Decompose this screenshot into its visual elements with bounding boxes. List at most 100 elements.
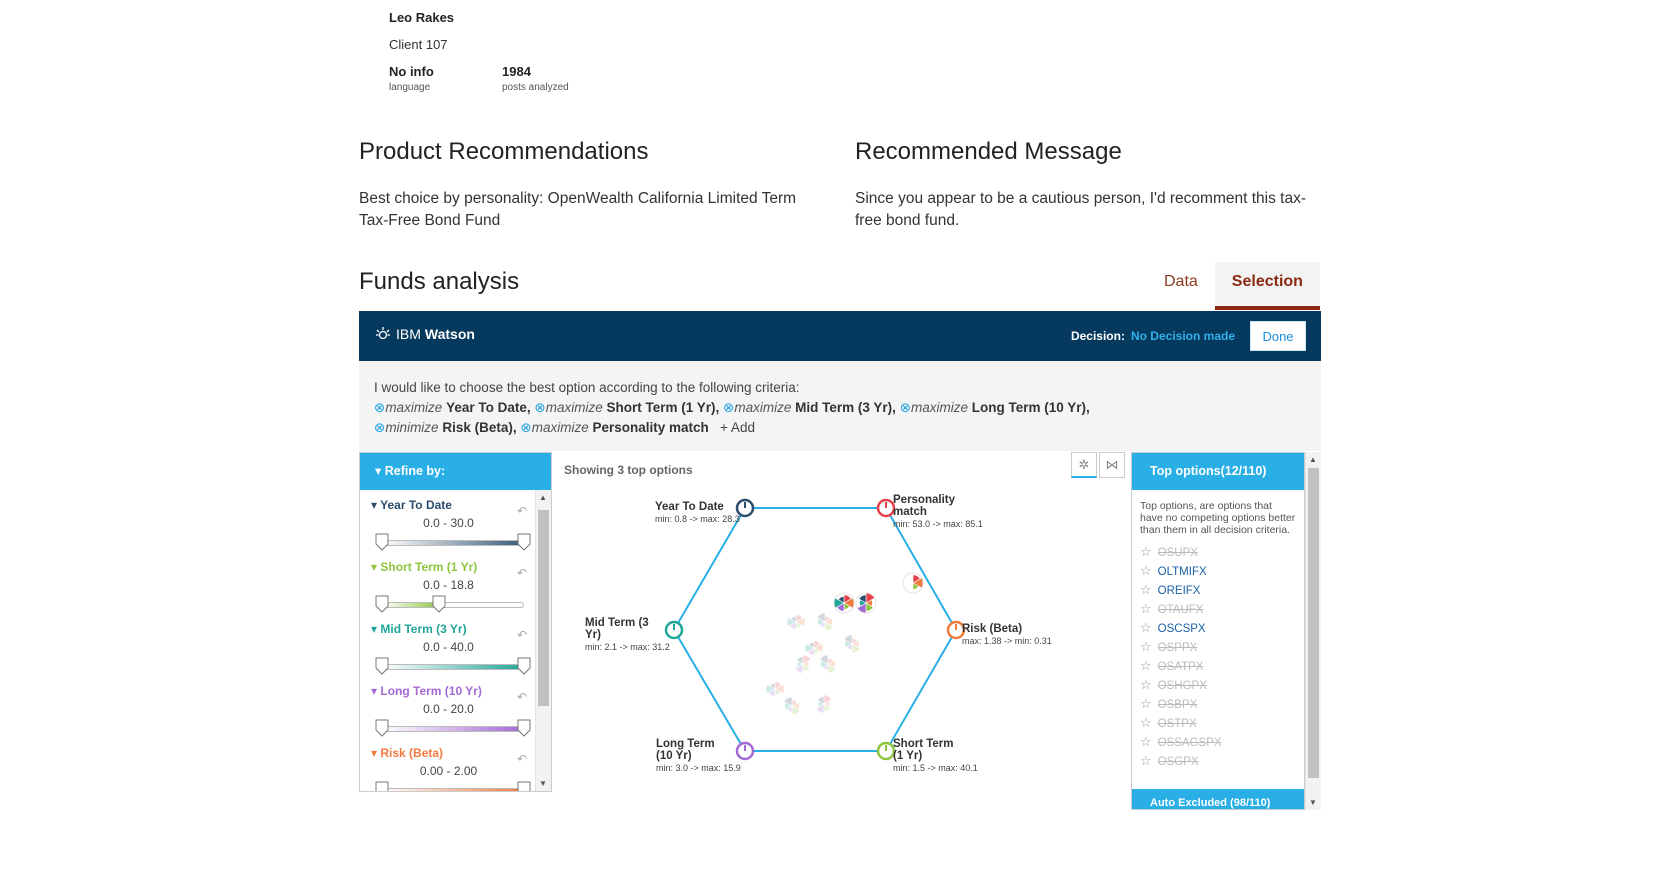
tradeoff-analytics: ▾ Refine by: ▾ Year To Date ↶ 0.0 - 30.0 ▾ … — [359, 452, 1321, 810]
option-item[interactable]: ☆ OTAUFX — [1132, 599, 1304, 618]
auto-excluded-header[interactable]: Auto Excluded (98/110) — [1132, 789, 1304, 809]
option-item[interactable]: ☆ OSPPX — [1132, 637, 1304, 656]
criterion-verb[interactable]: maximize — [545, 400, 603, 415]
star-icon[interactable]: ☆ — [1140, 601, 1152, 616]
option-glyph[interactable] — [815, 694, 833, 714]
tab-selection[interactable]: Selection — [1214, 262, 1320, 310]
done-button[interactable]: Done — [1250, 321, 1306, 351]
option-glyph[interactable] — [783, 696, 801, 716]
option-glyph[interactable] — [902, 572, 924, 594]
slider-high-handle[interactable] — [517, 657, 531, 675]
axis-node[interactable]: Mid Term (3Yr)min: 2.1 -> max: 31.2 — [585, 617, 684, 652]
slider-track[interactable] — [382, 540, 524, 546]
star-icon[interactable]: ☆ — [1140, 639, 1152, 654]
star-icon[interactable]: ☆ — [1140, 563, 1152, 578]
remove-criterion-icon[interactable]: ⊗ — [899, 400, 911, 415]
axis-node[interactable]: Short Term(1 Yr)min: 1.5 -> max: 40.1 — [876, 738, 978, 773]
slider-low-handle[interactable] — [375, 533, 389, 551]
star-icon[interactable]: ☆ — [1140, 582, 1152, 597]
scroll-thumb[interactable] — [538, 510, 549, 706]
option-glyph[interactable] — [786, 614, 806, 630]
star-icon[interactable]: ☆ — [1140, 658, 1152, 673]
scroll-up-icon[interactable]: ▲ — [1309, 455, 1317, 464]
slider-track[interactable] — [382, 602, 524, 608]
reset-icon[interactable]: ↶ — [516, 566, 527, 580]
options-scrollbar[interactable]: ▲ ▼ — [1305, 452, 1321, 810]
slider-label[interactable]: ▾ Long Term (10 Yr) — [371, 684, 482, 698]
option-glyph[interactable] — [816, 612, 834, 632]
scroll-down-icon[interactable]: ▼ — [1309, 798, 1317, 807]
option-item[interactable]: ☆ OSGPX — [1132, 751, 1304, 770]
star-icon[interactable]: ☆ — [1140, 696, 1152, 711]
option-glyph[interactable] — [843, 634, 861, 654]
star-icon[interactable]: ☆ — [1140, 677, 1152, 692]
option-item[interactable]: ☆ OSBPX — [1132, 694, 1304, 713]
slider-high-handle[interactable] — [432, 595, 446, 613]
slider-label[interactable]: ▾ Risk (Beta) — [371, 746, 444, 760]
remove-criterion-icon[interactable]: ⊗ — [534, 400, 546, 415]
slider-track[interactable] — [382, 788, 524, 791]
slider-track[interactable] — [382, 726, 524, 732]
criterion-verb[interactable]: maximize — [385, 400, 443, 415]
slider-high-handle[interactable] — [517, 533, 531, 551]
logo-watson: Watson — [424, 326, 475, 342]
option-item[interactable]: ☆ OREIFX — [1132, 580, 1304, 599]
option-glyph[interactable] — [765, 681, 785, 697]
reset-icon[interactable]: ↶ — [516, 690, 527, 704]
parallel-view-icon[interactable]: ⋈ — [1099, 452, 1125, 478]
slider-low-handle[interactable] — [375, 657, 389, 675]
option-glyph[interactable] — [804, 640, 824, 656]
option-glyph[interactable] — [794, 654, 812, 674]
option-glyph[interactable] — [819, 654, 837, 674]
slider-low-handle[interactable] — [375, 781, 389, 792]
option-item[interactable]: ☆ OSCSPX — [1132, 618, 1304, 637]
reset-icon[interactable]: ↶ — [516, 752, 527, 766]
star-icon[interactable]: ☆ — [1140, 544, 1152, 559]
criterion-verb[interactable]: maximize — [911, 400, 969, 415]
option-item[interactable]: ☆ OSTPX — [1132, 713, 1304, 732]
option-item[interactable]: ☆ OSUPX — [1132, 542, 1304, 561]
slider-label-text: Mid Term (3 Yr) — [380, 622, 467, 636]
top-options-title[interactable]: Top options(12/110) — [1132, 453, 1304, 490]
polygon-view-icon[interactable]: ✲ — [1071, 452, 1097, 478]
slider-label[interactable]: ▾ Year To Date — [371, 498, 452, 512]
slider-track[interactable] — [382, 664, 524, 670]
slider-high-handle[interactable] — [517, 719, 531, 737]
option-glyph[interactable] — [833, 592, 855, 614]
tab-data[interactable]: Data — [1164, 273, 1198, 290]
scroll-down-icon[interactable]: ▼ — [539, 779, 547, 788]
criterion-verb[interactable]: maximize — [531, 420, 589, 435]
star-icon[interactable]: ☆ — [1140, 734, 1152, 749]
scroll-up-icon[interactable]: ▲ — [539, 493, 547, 502]
slider-high-handle[interactable] — [517, 781, 531, 792]
scroll-thumb[interactable] — [1308, 468, 1319, 778]
remove-criterion-icon[interactable]: ⊗ — [520, 420, 532, 435]
star-icon[interactable]: ☆ — [1140, 715, 1152, 730]
reset-icon[interactable]: ↶ — [516, 628, 527, 642]
slider-low-handle[interactable] — [375, 595, 389, 613]
slider-label[interactable]: ▾ Mid Term (3 Yr) — [371, 622, 467, 636]
star-icon[interactable]: ☆ — [1140, 620, 1152, 635]
option-item[interactable]: ☆ OSATPX — [1132, 656, 1304, 675]
axis-node[interactable]: Long Term(10 Yr)min: 3.0 -> max: 15.9 — [656, 738, 755, 773]
axis-node[interactable]: Risk (Beta)max: 1.38 -> min: 0.31 — [946, 620, 1052, 646]
star-icon[interactable]: ☆ — [1140, 753, 1152, 768]
option-glyph[interactable] — [855, 592, 877, 614]
refine-scrollbar[interactable]: ▲ ▼ — [535, 490, 551, 791]
add-criterion-link[interactable]: + Add — [720, 420, 755, 435]
reset-icon[interactable]: ↶ — [516, 504, 527, 518]
remove-criterion-icon[interactable]: ⊗ — [374, 400, 386, 415]
option-item[interactable]: ☆ OLTMIFX — [1132, 561, 1304, 580]
option-item[interactable]: ☆ OSHGPX — [1132, 675, 1304, 694]
slider-low-handle[interactable] — [375, 719, 389, 737]
slider-label[interactable]: ▾ Short Term (1 Yr) — [371, 560, 478, 574]
remove-criterion-icon[interactable]: ⊗ — [723, 400, 735, 415]
criterion-verb[interactable]: maximize — [734, 400, 792, 415]
refine-header[interactable]: ▾ Refine by: — [360, 453, 551, 490]
remove-criterion-icon[interactable]: ⊗ — [374, 420, 386, 435]
option-item[interactable]: ☆ OSSAGSPX — [1132, 732, 1304, 751]
criterion-verb[interactable]: minimize — [385, 420, 439, 435]
